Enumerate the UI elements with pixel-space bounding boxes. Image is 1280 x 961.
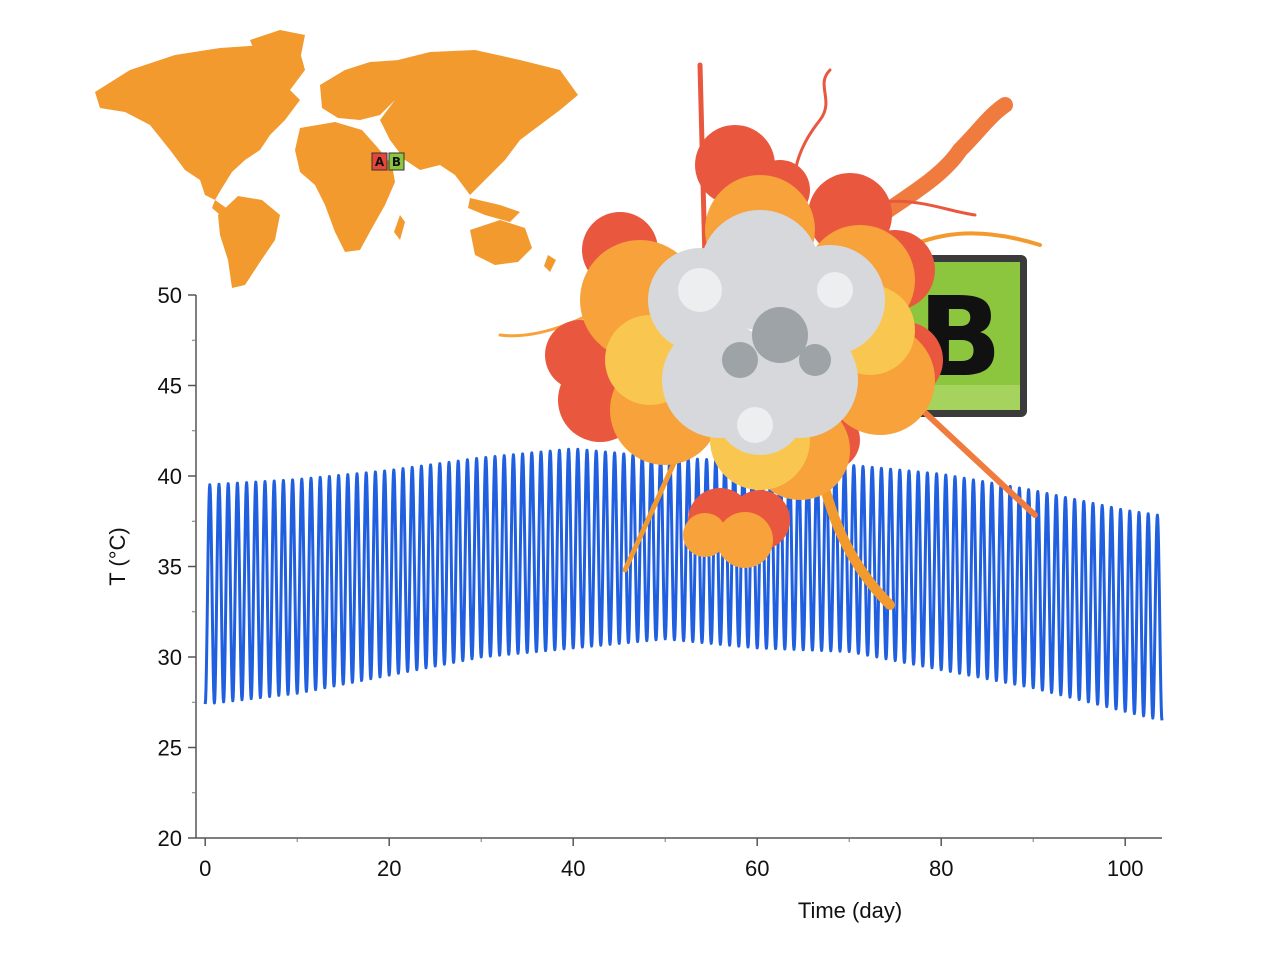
continent-south-america [218,196,280,288]
y-tick-label: 35 [158,555,182,580]
map-badge-a-label: A [375,155,385,169]
temperature-series-line [203,447,1164,721]
continent-north-america [95,45,305,200]
map-badge-a [371,152,388,171]
y-tick-label: 25 [158,736,182,761]
map-badge-b [388,152,405,171]
y-tick-label: 40 [158,464,182,489]
temperature-chart: 20 25 30 35 40 45 50 0 20 40 60 80 100 Time (day) T … [105,283,1164,923]
continent-madagascar [394,215,405,240]
continent-asia [380,50,578,195]
x-tick-label: 40 [561,856,585,881]
y-tick-label: 45 [158,374,182,399]
continent-greenland [250,30,305,75]
continent-africa [295,122,395,252]
y-axis-title: T (°C) [105,527,130,586]
y-tick-label: 50 [158,283,182,308]
x-tick-label: 80 [929,856,953,881]
x-tick-label: 0 [199,856,211,881]
x-tick-label: 60 [745,856,769,881]
explosion-smoke-shadow [722,307,831,378]
series-layer [203,447,1164,721]
x-axis-title: Time (day) [798,898,902,923]
map-location-marker: A B [371,152,405,171]
world-map: A B [95,30,578,288]
explosion-smoke-highlight [678,268,853,443]
y-tick-label: 20 [158,826,182,851]
continent-australia [470,220,532,265]
x-tick-label: 20 [377,856,401,881]
map-badge-b-label: B [392,155,401,169]
continent-southeast-asia [468,198,520,222]
x-tick-label: 100 [1107,856,1144,881]
streak [622,447,683,573]
ticks: 20 25 30 35 40 45 50 0 20 40 60 80 100 [158,283,1144,881]
explosion-illustration [498,62,1042,610]
y-tick-label: 30 [158,645,182,670]
continent-europe [320,60,405,120]
continent-new-zealand [544,255,556,272]
